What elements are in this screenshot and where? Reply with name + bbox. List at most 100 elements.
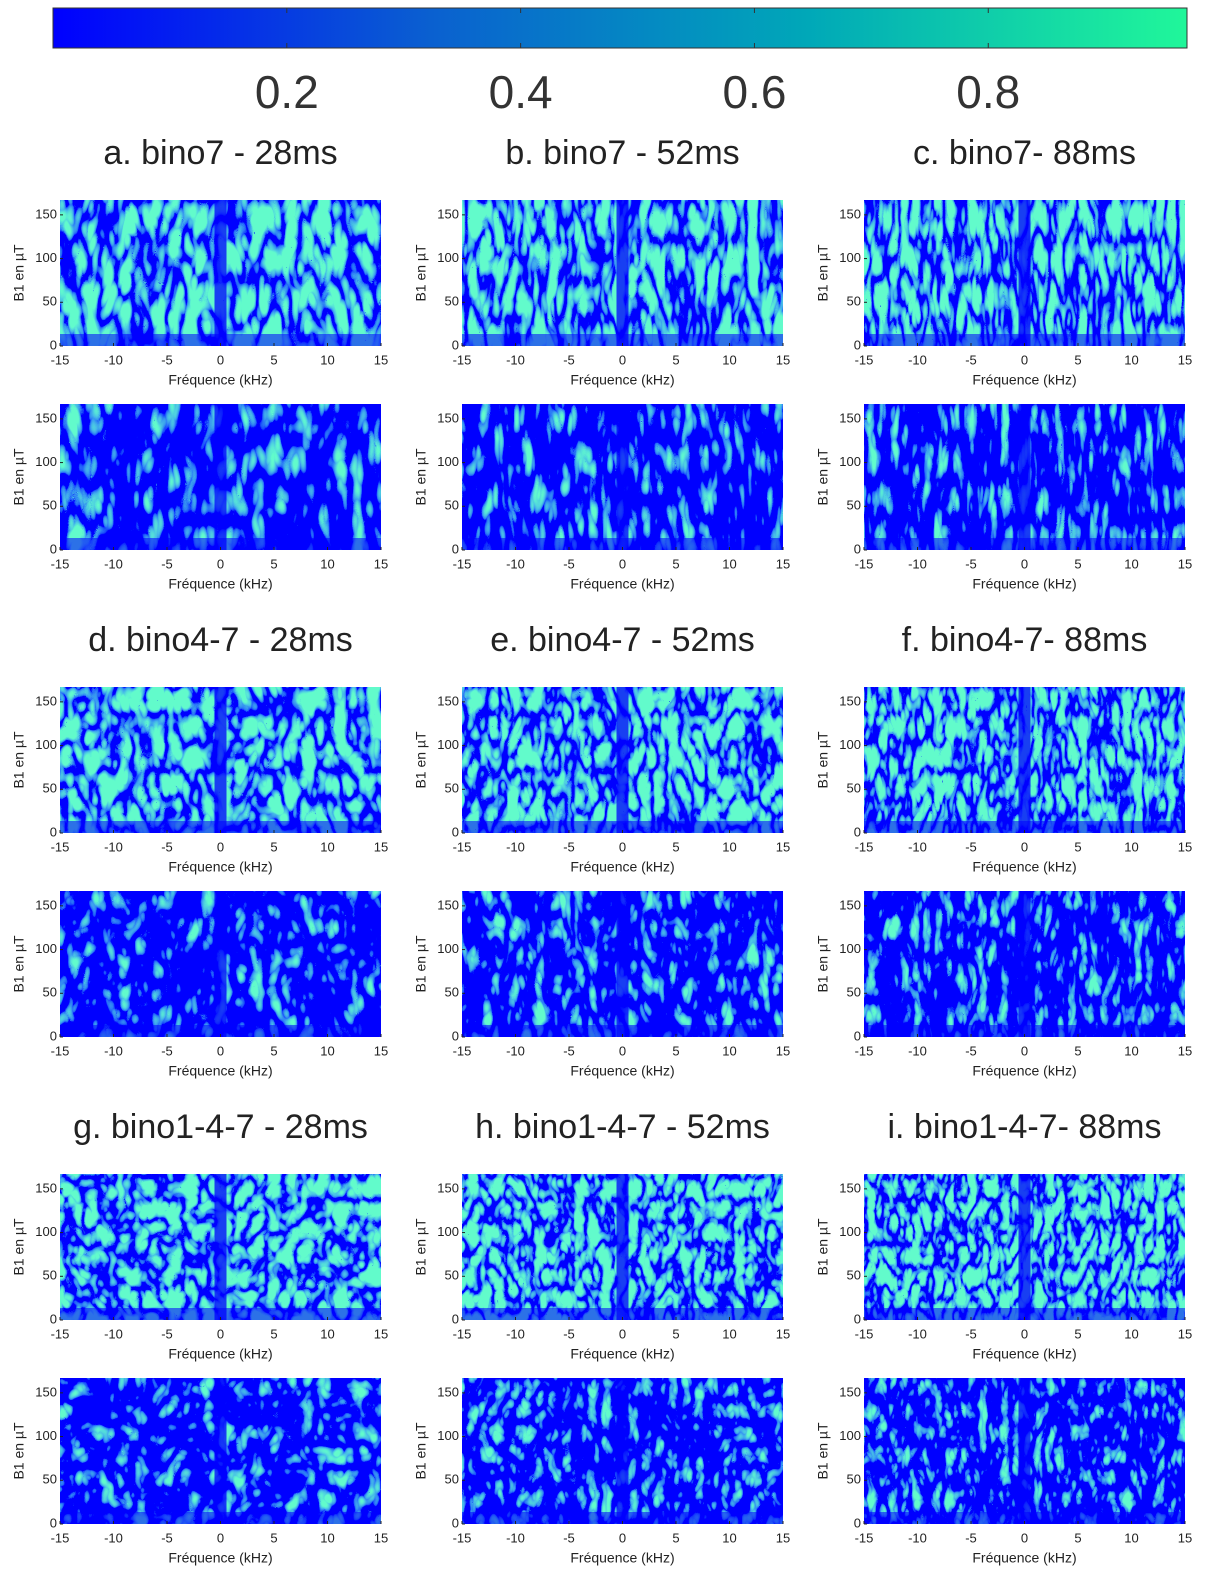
y-tick-label: 100: [437, 1224, 459, 1239]
x-tick-label: 10: [1124, 352, 1138, 367]
x-tick-label: 15: [1178, 1043, 1192, 1058]
heatmap-center-band: [214, 404, 227, 550]
x-tick-label: 0: [1021, 352, 1028, 367]
x-tick-label: -5: [965, 1326, 977, 1341]
x-tick-label: -10: [104, 839, 123, 854]
x-axis-label: Fréquence (kHz): [972, 576, 1076, 592]
y-tick-label: 150: [437, 1384, 459, 1399]
x-tick-label: 5: [672, 1326, 679, 1341]
x-axis-label: Fréquence (kHz): [570, 1550, 674, 1566]
y-axis-label: B1 en µT: [413, 1218, 429, 1276]
y-tick-label: 100: [35, 1428, 57, 1443]
y-tick-label: 50: [445, 781, 459, 796]
heatmap-floor-band: [462, 1512, 783, 1524]
y-tick-label: 150: [35, 897, 57, 912]
x-tick-label: -15: [855, 1326, 874, 1341]
heatmap-floor-band: [462, 1308, 783, 1320]
x-tick-label: -10: [908, 839, 927, 854]
y-tick-label: 50: [43, 985, 57, 1000]
y-axis-label: B1 en µT: [11, 731, 27, 789]
panel-title: f. bino4-7- 88ms: [902, 621, 1148, 659]
x-tick-label: 0: [619, 1043, 626, 1058]
y-tick-label: 0: [452, 1311, 459, 1326]
x-tick-label: 10: [320, 839, 334, 854]
x-tick-label: 10: [1124, 556, 1138, 571]
heatmap-center-band: [1018, 200, 1031, 346]
x-tick-label: 5: [270, 839, 277, 854]
x-tick-label: 5: [270, 1043, 277, 1058]
x-tick-label: 10: [1124, 1043, 1138, 1058]
x-tick-label: 0: [619, 1530, 626, 1545]
y-tick-label: 0: [854, 1028, 861, 1043]
panel-title: e. bino4-7 - 52ms: [490, 621, 755, 659]
x-tick-label: -10: [908, 1043, 927, 1058]
y-tick-label: 100: [839, 250, 861, 265]
x-tick-label: 0: [217, 839, 224, 854]
x-tick-label: -5: [965, 556, 977, 571]
y-axis-label: B1 en µT: [815, 1422, 831, 1480]
x-tick-label: 0: [619, 556, 626, 571]
x-tick-label: -15: [453, 556, 472, 571]
y-tick-label: 0: [452, 541, 459, 556]
x-tick-label: 0: [1021, 1043, 1028, 1058]
x-axis-label: Fréquence (kHz): [168, 372, 272, 388]
y-axis-label: B1 en µT: [11, 244, 27, 302]
panel-title: i. bino1-4-7- 88ms: [887, 1108, 1161, 1146]
y-tick-label: 150: [437, 897, 459, 912]
heatmap-center-band: [1018, 404, 1031, 550]
y-tick-label: 150: [839, 693, 861, 708]
x-tick-label: -15: [51, 556, 70, 571]
x-axis-label: Fréquence (kHz): [570, 1063, 674, 1079]
y-tick-label: 150: [35, 1384, 57, 1399]
y-tick-label: 100: [437, 1428, 459, 1443]
x-axis-label: Fréquence (kHz): [168, 576, 272, 592]
y-axis-label: B1 en µT: [815, 935, 831, 993]
x-tick-label: 10: [722, 1043, 736, 1058]
y-tick-label: 50: [847, 498, 861, 513]
x-axis-label: Fréquence (kHz): [972, 1346, 1076, 1362]
x-tick-label: 5: [270, 556, 277, 571]
x-tick-label: 0: [217, 1326, 224, 1341]
y-tick-label: 150: [35, 410, 57, 425]
x-tick-label: -15: [453, 352, 472, 367]
y-axis-label: B1 en µT: [413, 1422, 429, 1480]
x-tick-label: -5: [965, 1043, 977, 1058]
x-tick-label: 0: [217, 352, 224, 367]
heatmap-floor-band: [462, 821, 783, 833]
y-axis-label: B1 en µT: [815, 1218, 831, 1276]
x-tick-label: 0: [1021, 556, 1028, 571]
x-axis-label: Fréquence (kHz): [168, 859, 272, 875]
x-tick-label: -15: [51, 1530, 70, 1545]
x-axis-label: Fréquence (kHz): [168, 1063, 272, 1079]
heatmap-floor-band: [60, 334, 381, 346]
x-tick-label: 0: [1021, 1530, 1028, 1545]
x-tick-label: -5: [563, 1326, 575, 1341]
y-tick-label: 0: [854, 337, 861, 352]
colorbar-tick-label: 0.4: [489, 66, 553, 118]
y-tick-label: 50: [445, 985, 459, 1000]
x-tick-label: -10: [104, 1530, 123, 1545]
x-tick-label: 15: [374, 352, 388, 367]
heatmap-center-band: [1018, 687, 1031, 833]
x-tick-label: 10: [1124, 1530, 1138, 1545]
heatmap-center-band: [616, 687, 629, 833]
x-tick-label: -10: [908, 352, 927, 367]
x-tick-label: 0: [619, 839, 626, 854]
y-tick-label: 50: [847, 985, 861, 1000]
x-tick-label: 15: [776, 352, 790, 367]
y-tick-label: 50: [43, 1268, 57, 1283]
heatmap-center-band: [214, 687, 227, 833]
y-tick-label: 100: [35, 737, 57, 752]
y-tick-label: 0: [854, 824, 861, 839]
heatmap-floor-band: [60, 821, 381, 833]
heatmap-floor-band: [462, 538, 783, 550]
y-tick-label: 0: [50, 1311, 57, 1326]
y-tick-label: 100: [839, 1428, 861, 1443]
x-tick-label: 15: [374, 1530, 388, 1545]
x-tick-label: 5: [1074, 1530, 1081, 1545]
x-tick-label: 15: [1178, 556, 1192, 571]
x-tick-label: 0: [619, 1326, 626, 1341]
heatmap-center-band: [214, 1378, 227, 1524]
x-tick-label: 15: [374, 1326, 388, 1341]
y-tick-label: 50: [43, 781, 57, 796]
